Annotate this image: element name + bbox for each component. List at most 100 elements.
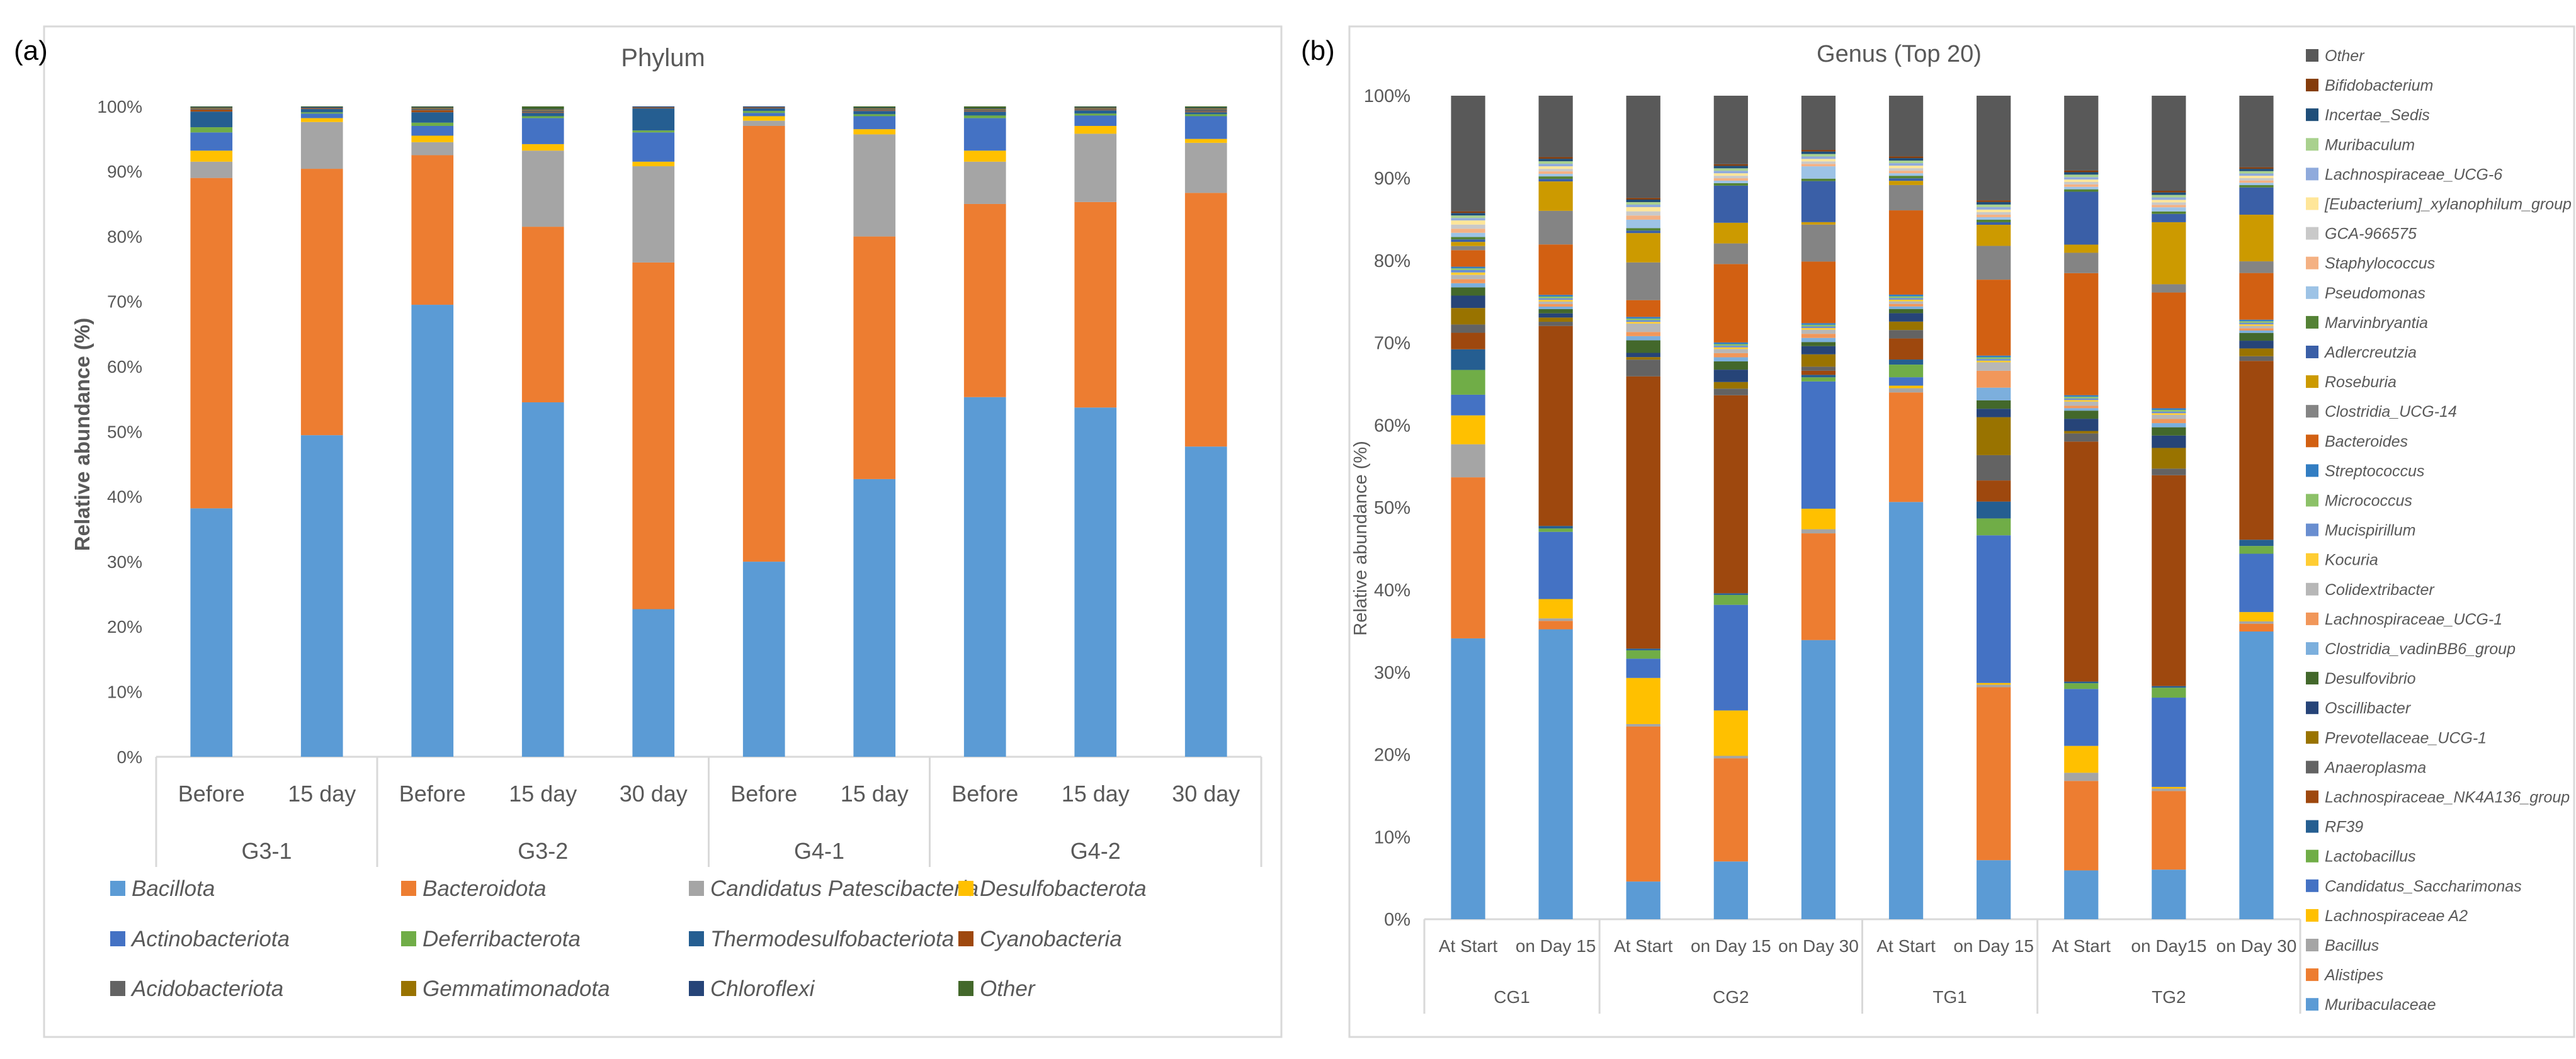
bar-segment <box>2152 448 2186 469</box>
bar-segment <box>632 262 675 609</box>
legend-label: Pseudomonas <box>2325 285 2426 302</box>
bar-segment <box>1074 201 1117 408</box>
bar-segment <box>1451 246 1485 251</box>
bar-segment <box>1801 346 1836 354</box>
bar-segment <box>2239 348 2274 356</box>
bar-segment <box>1713 264 1748 343</box>
bar-segment <box>1713 171 1748 174</box>
bar-segment <box>2239 176 2274 178</box>
bar-segment <box>1713 168 1748 171</box>
bar-segment <box>1451 239 1485 242</box>
bar-segment <box>1888 161 1924 164</box>
bar-segment <box>1977 207 2011 210</box>
x-tick-label: Before <box>730 781 797 807</box>
bar-segment <box>1626 233 1660 263</box>
bar-segment <box>1801 334 1836 338</box>
bar-segment <box>1184 108 1227 110</box>
bar-segment <box>1713 758 1748 862</box>
bar-segment <box>1451 218 1485 221</box>
bar-segment <box>1626 648 1660 650</box>
panel-b-title: Genus (Top 20) <box>1817 41 1982 67</box>
y-tick-label: 0% <box>117 747 142 767</box>
panel-b-label: (b) <box>1301 35 1335 66</box>
bar-segment <box>1713 388 1748 395</box>
bar-segment <box>1451 295 1485 309</box>
bar-segment <box>190 178 233 509</box>
bar-segment <box>2239 96 2274 167</box>
bar-segment <box>1801 366 1836 371</box>
bar-segment <box>632 108 675 131</box>
bar-segment <box>1801 375 1836 378</box>
bar-segment <box>521 144 564 151</box>
bar-segment <box>1074 125 1117 134</box>
bar-segment <box>2152 207 2186 212</box>
bar-segment <box>2239 187 2274 215</box>
bar-segment <box>1538 164 1573 167</box>
bar-segment <box>1451 308 1485 325</box>
legend-label: Staphylococcus <box>2325 255 2435 273</box>
bar-segment <box>2239 185 2274 188</box>
bar-segment <box>1801 337 1836 343</box>
bar-segment <box>521 402 564 757</box>
bar-segment <box>1713 183 1748 186</box>
legend-label: Roseburia <box>2325 373 2397 391</box>
bar-segment <box>1977 204 2011 207</box>
bar-segment <box>1074 407 1117 757</box>
y-tick-label: 60% <box>107 357 142 377</box>
bar-segment <box>1977 682 2011 685</box>
bar-segment <box>411 135 454 142</box>
bar-segment <box>1888 184 1924 211</box>
x-tick-label: At Start <box>2052 936 2111 956</box>
bar-segment <box>1713 346 1748 348</box>
bar-segment <box>2239 356 2274 361</box>
bar-segment <box>2239 173 2274 176</box>
bar-segment <box>1451 215 1485 218</box>
bar-segment <box>2064 681 2099 684</box>
bar-segment <box>1977 455 2011 481</box>
bar-segment <box>1451 287 1485 296</box>
legend-label: Cyanobacteria <box>980 927 1122 951</box>
legend-label: Incertae_Sedis <box>2325 106 2430 124</box>
bar-segment <box>1977 400 2011 409</box>
x-tick-label: Before <box>399 781 466 807</box>
legend-swatch <box>2306 346 2318 358</box>
bar-segment <box>2064 441 2099 682</box>
bar-segment <box>1626 204 1660 207</box>
bar-segment <box>1977 222 2011 225</box>
bar-segment <box>1888 306 1924 309</box>
legend-swatch <box>2306 138 2318 151</box>
bar-segment <box>411 155 454 305</box>
bar-segment <box>1538 621 1573 630</box>
legend-label: Streptococcus <box>2325 462 2424 480</box>
bar-segment <box>1451 444 1485 478</box>
bar-segment <box>1713 710 1748 756</box>
bar-segment <box>1538 618 1573 621</box>
bar-segment <box>2239 171 2274 174</box>
y-tick-label: 10% <box>1374 827 1410 847</box>
y-tick-label: 20% <box>1374 745 1410 766</box>
bar-segment <box>1626 332 1660 336</box>
legend-label: Chloroflexi <box>710 977 815 1001</box>
bar-segment <box>2152 427 2186 436</box>
bar-segment <box>1977 214 2011 217</box>
bar-segment <box>853 479 896 757</box>
bar-segment <box>1626 881 1660 919</box>
legend-swatch <box>2306 701 2318 715</box>
bar-segment <box>1713 173 1748 176</box>
bar-segment <box>1451 250 1485 267</box>
y-tick-label: 40% <box>107 487 142 507</box>
bar-segment <box>1451 213 1485 216</box>
legend-label: Marvinbryantia <box>2325 314 2428 332</box>
bar-segment <box>1888 309 1924 314</box>
bar-segment <box>1713 176 1748 179</box>
bar-segment <box>1626 357 1660 360</box>
legend-label: Gemmatimonadota <box>423 977 610 1001</box>
bar-segment <box>1538 309 1573 314</box>
legend-swatch <box>2306 49 2318 62</box>
bar-segment <box>1626 360 1660 377</box>
y-tick-label: 0% <box>1384 910 1410 930</box>
bar-segment <box>2152 468 2186 475</box>
bar-segment <box>1626 723 1660 727</box>
bar-segment <box>1538 179 1573 182</box>
bar-segment <box>2152 698 2186 787</box>
